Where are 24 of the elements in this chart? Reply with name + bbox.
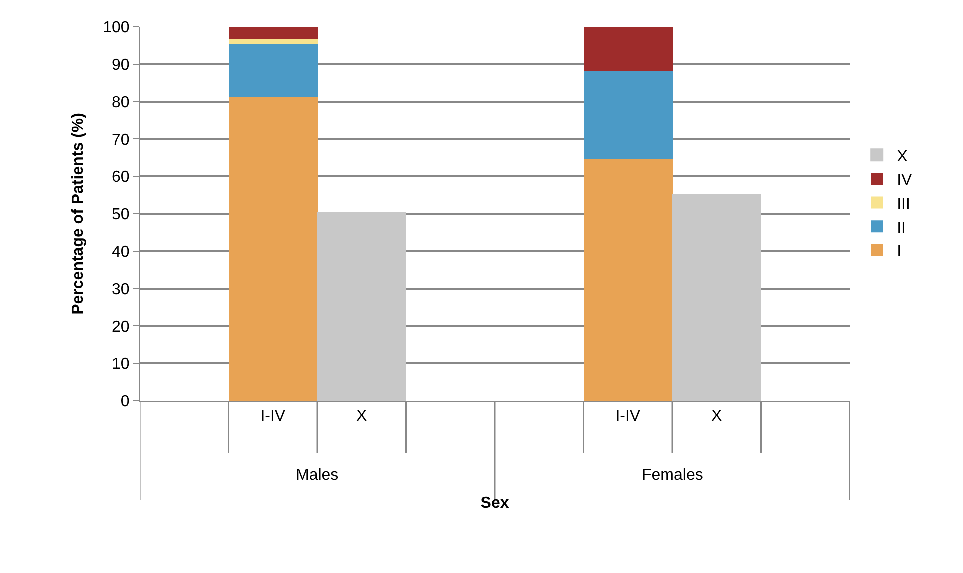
y-tick-label: 0 (120, 394, 130, 411)
text: Females (642, 467, 704, 484)
legend-label: X (897, 148, 908, 166)
y-tick-label: 70 (112, 132, 130, 149)
y-tick-label: 100 (103, 20, 130, 37)
y-tick-label: 60 (112, 169, 130, 186)
x-tick-label: X (712, 408, 723, 426)
legend-label: II (897, 220, 906, 237)
legend-label: III (897, 196, 910, 214)
text: Males (296, 467, 339, 484)
y-tick-label: 30 (112, 281, 130, 298)
y-tick-label: 20 (112, 318, 130, 336)
y-tick-label: 90 (112, 57, 130, 74)
x-axis-title: Sex (480, 494, 510, 512)
legend-label: I (897, 244, 902, 261)
legend-label: IV (897, 172, 913, 190)
y-tick-label: 80 (112, 94, 130, 112)
x-tick-label: I-IV (260, 408, 286, 426)
y-tick-label: 10 (112, 356, 130, 374)
x-tick-label: X (356, 408, 368, 426)
x-tick-label: I-IV (616, 408, 641, 426)
y-tick-label: 50 (112, 206, 130, 224)
y-tick-label: 40 (112, 244, 130, 261)
y-axis-title: Percentage of Patients (%) (70, 113, 87, 315)
